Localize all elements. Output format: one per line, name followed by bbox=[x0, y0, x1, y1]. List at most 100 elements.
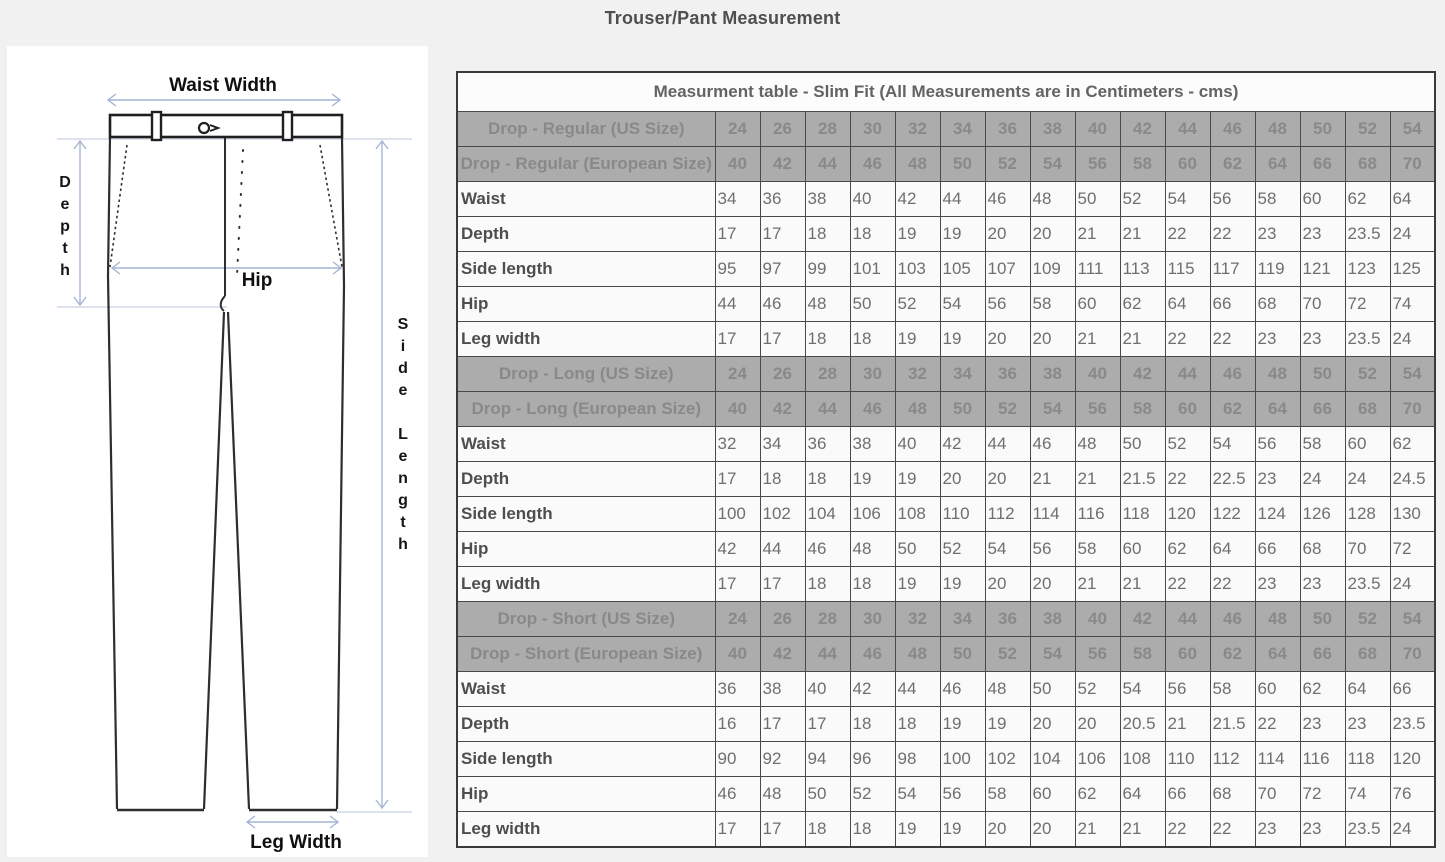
drop-us-size: 28 bbox=[804, 601, 851, 637]
measurement-value: 54 bbox=[894, 776, 941, 812]
measurement-value: 72 bbox=[1344, 286, 1391, 322]
measurement-value: 112 bbox=[1209, 741, 1256, 777]
measurement-value: 108 bbox=[1119, 741, 1166, 777]
drop-us-size: 44 bbox=[1164, 356, 1211, 392]
measurement-value: 117 bbox=[1209, 251, 1256, 287]
drop-us-size: 40 bbox=[1074, 601, 1121, 637]
measurement-value: 20 bbox=[1029, 216, 1076, 252]
drop-us-size: 42 bbox=[1119, 356, 1166, 392]
measurement-value: 60 bbox=[1299, 181, 1346, 217]
drop-us-size: 28 bbox=[804, 356, 851, 392]
waist-width-label: Waist Width bbox=[169, 75, 277, 96]
drop-us-size: 28 bbox=[804, 111, 851, 147]
measurement-value: 124 bbox=[1254, 496, 1301, 532]
measurement-value: 120 bbox=[1389, 741, 1436, 777]
hip-arrow-icon bbox=[110, 261, 343, 275]
drop-us-size: 54 bbox=[1389, 601, 1436, 637]
measurement-value: 17 bbox=[759, 811, 806, 848]
drop-us-size: 30 bbox=[849, 601, 896, 637]
measurement-value: 48 bbox=[759, 776, 806, 812]
measurement-value: 17 bbox=[714, 811, 761, 848]
measurement-value: 109 bbox=[1029, 251, 1076, 287]
measurement-value: 74 bbox=[1344, 776, 1391, 812]
reference-lines bbox=[57, 138, 412, 813]
drop-us-size: 30 bbox=[849, 111, 896, 147]
drop-eu-size: 46 bbox=[849, 146, 896, 182]
trouser-diagram: Waist Width Hip Leg Width bbox=[57, 75, 412, 853]
measurement-value: 110 bbox=[1164, 741, 1211, 777]
measurement-value: 56 bbox=[939, 776, 986, 812]
measurement-value: 19 bbox=[894, 321, 941, 357]
measurement-value: 102 bbox=[759, 496, 806, 532]
drop-eu-size: 54 bbox=[1029, 391, 1076, 427]
measurement-value: 21.5 bbox=[1119, 461, 1166, 497]
measurement-value: 16 bbox=[714, 706, 761, 742]
drop-eu-row: Drop - Short (European Size) 40 42 44 46 48 50… bbox=[456, 636, 1436, 672]
measurement-value: 18 bbox=[804, 216, 851, 252]
drop-eu-size: 58 bbox=[1119, 636, 1166, 672]
waist-button bbox=[197, 121, 211, 135]
measurement-row: Leg width 17 17 18 18 19 19 20 20 21 21 22 22 23 23 23.… bbox=[456, 566, 1436, 602]
drop-us-size: 40 bbox=[1074, 356, 1121, 392]
measurement-value: 48 bbox=[1029, 181, 1076, 217]
measurement-value: 108 bbox=[894, 496, 941, 532]
measurement-value: 60 bbox=[1074, 286, 1121, 322]
measurement-label: Leg width bbox=[456, 321, 716, 357]
measurement-row: Depth 17 18 18 19 19 20 20 21 21 21.5 22 22.5 23 24 24 2… bbox=[456, 461, 1436, 497]
measurement-value: 42 bbox=[894, 181, 941, 217]
drop-eu-size: 44 bbox=[804, 391, 851, 427]
depth-arrow-icon bbox=[73, 139, 87, 307]
measurement-value: 92 bbox=[759, 741, 806, 777]
measurement-value: 46 bbox=[1029, 426, 1076, 462]
measurement-value: 56 bbox=[1029, 531, 1076, 567]
measurement-value: 23 bbox=[1299, 216, 1346, 252]
drop-us-size: 48 bbox=[1254, 601, 1301, 637]
drop-eu-size: 62 bbox=[1209, 146, 1256, 182]
drop-us-size: 48 bbox=[1254, 356, 1301, 392]
measurement-value: 95 bbox=[714, 251, 761, 287]
drop-eu-size: 54 bbox=[1029, 636, 1076, 672]
measurement-value: 22 bbox=[1209, 321, 1256, 357]
drop-eu-size: 62 bbox=[1209, 391, 1256, 427]
measurement-value: 19 bbox=[894, 811, 941, 848]
belt-loop-right bbox=[281, 110, 294, 142]
measurement-value: 120 bbox=[1164, 496, 1211, 532]
measurement-value: 62 bbox=[1344, 181, 1391, 217]
measurement-label: Hip bbox=[456, 531, 716, 567]
measurement-value: 102 bbox=[984, 741, 1031, 777]
measurement-value: 64 bbox=[1119, 776, 1166, 812]
measurement-row: Side length 100 102 104 106 108 110 112 114 116 11… bbox=[456, 496, 1436, 532]
measurement-value: 23.5 bbox=[1344, 811, 1391, 848]
drop-eu-size: 60 bbox=[1164, 391, 1211, 427]
measurement-value: 18 bbox=[894, 706, 941, 742]
measurement-row: Side length 95 97 99 101 103 105 107 109 111 113 11… bbox=[456, 251, 1436, 287]
measurement-label: Side length bbox=[456, 251, 716, 287]
drop-us-size: 50 bbox=[1299, 356, 1346, 392]
measurement-value: 20 bbox=[984, 461, 1031, 497]
drop-eu-size: 40 bbox=[714, 636, 761, 672]
measurement-value: 20 bbox=[1029, 566, 1076, 602]
measurement-value: 22 bbox=[1209, 566, 1256, 602]
measurement-value: 21 bbox=[1074, 811, 1121, 848]
drop-eu-size: 52 bbox=[984, 146, 1031, 182]
drop-eu-size: 44 bbox=[804, 146, 851, 182]
drop-eu-size: 58 bbox=[1119, 146, 1166, 182]
measurement-value: 110 bbox=[939, 496, 986, 532]
measurement-value: 21 bbox=[1074, 461, 1121, 497]
drop-us-size: 24 bbox=[714, 111, 761, 147]
measurement-value: 19 bbox=[984, 706, 1031, 742]
measurement-value: 96 bbox=[849, 741, 896, 777]
measurement-value: 44 bbox=[984, 426, 1031, 462]
table-title-row: Measurment table - Slim Fit (All Measure… bbox=[456, 71, 1436, 112]
measurement-value: 24 bbox=[1344, 461, 1391, 497]
drop-eu-size: 64 bbox=[1254, 636, 1301, 672]
measurement-value: 99 bbox=[804, 251, 851, 287]
trouser-outline bbox=[106, 110, 346, 812]
measurement-value: 42 bbox=[849, 671, 896, 707]
drop-us-size: 38 bbox=[1029, 111, 1076, 147]
measurement-value: 116 bbox=[1074, 496, 1121, 532]
measurement-value: 24 bbox=[1389, 811, 1436, 848]
measurement-row: Hip 44 46 48 50 52 54 56 58 60 62 64 66 68 70 72 74 bbox=[456, 286, 1436, 322]
measurement-value: 121 bbox=[1299, 251, 1346, 287]
measurement-value: 68 bbox=[1209, 776, 1256, 812]
